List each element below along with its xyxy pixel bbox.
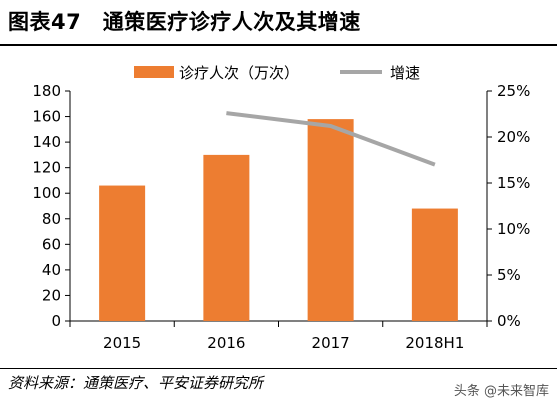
left-axis-tick-label: 160 — [32, 108, 61, 126]
chart-svg: 0 20 40 60 80 100 120 140 160 180 0% 5% 10% 15% 20% 25%… — [32, 64, 530, 352]
growth-line — [226, 111, 436, 167]
right-axis-tick-label: 0% — [497, 312, 521, 330]
legend-swatch-bar — [134, 66, 174, 78]
left-axis-tick-label: 100 — [32, 184, 61, 202]
legend-label-line: 增速 — [390, 64, 420, 82]
right-axis-tick-label: 15% — [497, 174, 530, 192]
chart-title: 图表47 通策医疗诊疗人次及其增速 — [8, 10, 361, 34]
bar — [99, 185, 146, 321]
right-axis-tick-label: 20% — [497, 128, 530, 146]
right-axis-tick-label: 25% — [497, 82, 530, 100]
left-axis-tick-label: 0 — [51, 312, 61, 330]
left-axis-tick-label: 20 — [42, 286, 61, 304]
x-axis-tick-label: 2015 — [103, 334, 141, 352]
bar — [307, 119, 354, 321]
title-divider — [0, 44, 557, 46]
x-axis-tick-label: 2018H1 — [405, 334, 464, 352]
left-axis-tick-label: 80 — [42, 210, 61, 228]
x-axis-tick-label: 2016 — [207, 334, 245, 352]
chart-title-bar: 图表47 通策医疗诊疗人次及其增速 — [0, 0, 557, 44]
x-axis-tick-label: 2017 — [312, 334, 350, 352]
source-note: 资料来源：通策医疗、平安证券研究所 — [8, 374, 264, 392]
right-axis-tick-label: 5% — [497, 266, 521, 284]
left-axis-tick-label: 40 — [42, 261, 61, 279]
left-axis-tick-label: 140 — [32, 133, 61, 151]
source-divider — [0, 368, 557, 369]
watermark: 头条 @未来智库 — [453, 384, 549, 399]
bar — [411, 208, 458, 321]
legend-label-bar: 诊疗人次（万次） — [179, 64, 299, 82]
bar — [203, 154, 250, 321]
right-axis-tick-label: 10% — [497, 220, 530, 238]
left-axis-tick-label: 60 — [42, 235, 61, 253]
left-axis-tick-label: 180 — [32, 82, 61, 100]
left-axis-tick-label: 120 — [32, 159, 61, 177]
